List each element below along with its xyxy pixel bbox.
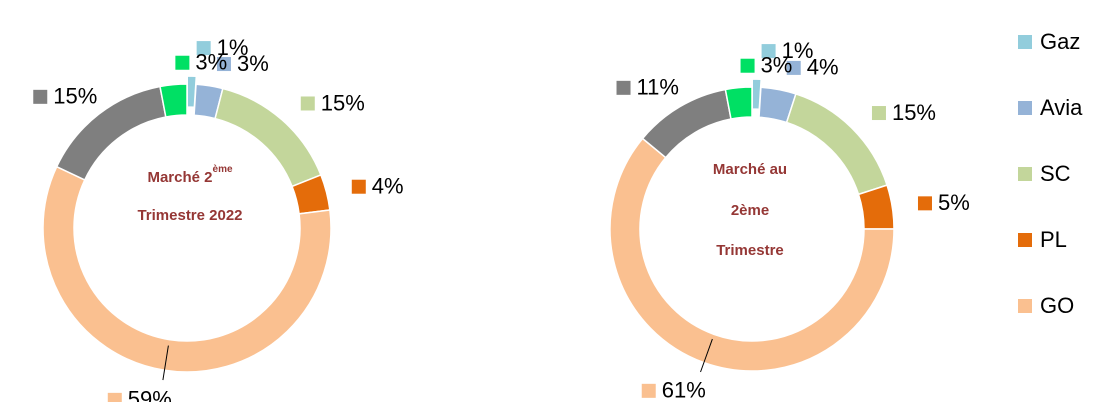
label-swatch: [761, 44, 776, 59]
data-label: 4%: [807, 55, 839, 80]
data-label: 61%: [662, 378, 706, 402]
legend-swatch: [1018, 299, 1032, 313]
label-swatch: [740, 58, 755, 73]
data-label: 15%: [53, 84, 97, 109]
data-label: 15%: [892, 100, 936, 125]
donut-slice: [42, 165, 332, 373]
label-swatch: [300, 96, 315, 111]
legend-swatch: [1018, 101, 1032, 115]
leader-line: [162, 345, 169, 381]
legend-label: PL: [1040, 227, 1067, 252]
donut-slice: [724, 86, 753, 120]
data-label: 3%: [195, 50, 227, 75]
center-text: Trimestre 2022: [137, 207, 242, 224]
data-label: 3%: [237, 51, 269, 76]
legend-swatch: [1018, 233, 1032, 247]
center-line: Marché 2: [147, 169, 212, 186]
legend-label: SC: [1040, 161, 1071, 186]
legend-label: Gaz: [1040, 29, 1080, 54]
donut-slice: [159, 83, 188, 118]
leader-line: [700, 338, 713, 373]
label-swatch: [641, 383, 656, 398]
legend-swatch: [1018, 167, 1032, 181]
legend-label: GO: [1040, 293, 1074, 318]
data-label: 3%: [761, 53, 793, 78]
label-swatch: [107, 392, 122, 402]
donut-slice: [641, 88, 732, 159]
center-text: Trimestre: [716, 242, 784, 259]
center-sup: ème: [213, 164, 233, 175]
data-label: 4%: [372, 174, 404, 199]
legend-swatch: [1018, 35, 1032, 49]
donut-slice: [609, 137, 895, 372]
label-swatch: [175, 55, 190, 70]
label-swatch: [216, 57, 231, 72]
center-text: Marché au: [713, 161, 787, 178]
data-label: 5%: [938, 190, 970, 215]
label-swatch: [616, 80, 631, 95]
label-swatch: [871, 106, 886, 121]
label-swatch: [917, 196, 932, 211]
data-label: 59%: [128, 387, 172, 402]
legend-label: Avia: [1040, 95, 1083, 120]
label-swatch: [33, 89, 48, 104]
center-text: 2ème: [731, 202, 769, 219]
data-label: 1%: [782, 38, 814, 63]
data-label: 11%: [637, 75, 679, 100]
label-swatch: [351, 179, 366, 194]
label-swatch: [786, 60, 801, 75]
label-swatch: [196, 41, 211, 56]
center-text: Marché 2ème: [147, 164, 233, 186]
data-label: 1%: [217, 35, 249, 60]
data-label: 15%: [321, 90, 365, 115]
